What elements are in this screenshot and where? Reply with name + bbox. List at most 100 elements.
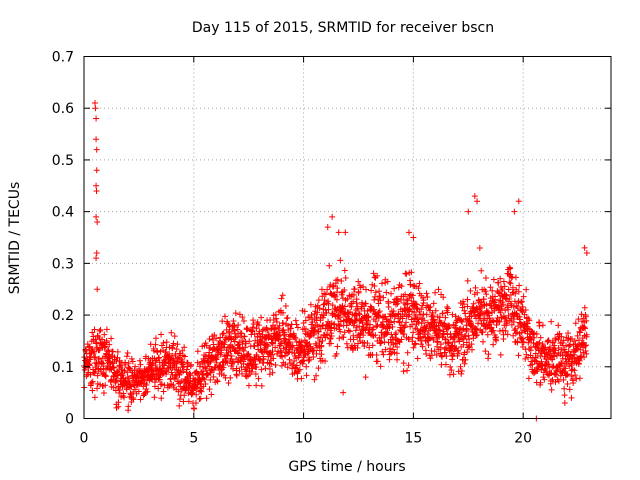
data-point bbox=[500, 278, 507, 285]
data-point bbox=[471, 193, 478, 200]
data-point bbox=[324, 332, 331, 339]
data-point bbox=[249, 365, 256, 372]
data-point bbox=[329, 213, 336, 220]
data-point bbox=[372, 332, 379, 339]
data-point bbox=[373, 323, 380, 330]
data-point bbox=[562, 365, 569, 372]
data-point bbox=[531, 334, 538, 341]
data-point bbox=[313, 350, 320, 357]
data-point bbox=[379, 280, 386, 287]
data-point bbox=[520, 293, 527, 300]
data-point bbox=[536, 339, 543, 346]
data-point bbox=[465, 332, 472, 339]
y-tick-label: 0 bbox=[65, 412, 74, 428]
data-point bbox=[163, 368, 170, 375]
data-point bbox=[324, 224, 331, 231]
data-point bbox=[408, 269, 415, 276]
data-point bbox=[472, 284, 479, 291]
data-point bbox=[181, 344, 188, 351]
data-point bbox=[201, 376, 208, 383]
data-point bbox=[152, 335, 159, 342]
data-point bbox=[333, 296, 340, 303]
data-point bbox=[174, 341, 181, 348]
data-point bbox=[121, 367, 128, 374]
data-point bbox=[230, 318, 237, 325]
data-point bbox=[541, 376, 548, 383]
data-point bbox=[92, 105, 99, 112]
data-point bbox=[305, 348, 312, 355]
data-point bbox=[173, 346, 180, 353]
data-point bbox=[301, 308, 308, 315]
data-point bbox=[379, 348, 386, 355]
data-point bbox=[572, 372, 579, 379]
data-point bbox=[194, 359, 201, 366]
data-point bbox=[116, 387, 123, 394]
data-point bbox=[152, 341, 159, 348]
data-point bbox=[366, 344, 373, 351]
data-point bbox=[269, 348, 276, 355]
data-point bbox=[103, 337, 110, 344]
data-point bbox=[505, 306, 512, 313]
data-point bbox=[389, 323, 396, 330]
data-point bbox=[258, 314, 265, 321]
data-point bbox=[190, 405, 197, 412]
y-tick-label: 0.1 bbox=[52, 360, 74, 376]
data-point bbox=[566, 386, 573, 393]
data-point bbox=[200, 368, 207, 375]
data-point bbox=[567, 352, 574, 359]
data-point bbox=[409, 334, 416, 341]
y-tick-label: 0.6 bbox=[52, 101, 74, 117]
data-point bbox=[337, 257, 344, 264]
data-point bbox=[464, 277, 471, 284]
data-point bbox=[435, 286, 442, 293]
data-point bbox=[286, 339, 293, 346]
data-point bbox=[409, 292, 416, 299]
data-point bbox=[258, 382, 265, 389]
data-point bbox=[107, 377, 114, 384]
data-point bbox=[398, 283, 405, 290]
data-point bbox=[497, 351, 504, 358]
data-point bbox=[310, 347, 317, 354]
data-point bbox=[412, 300, 419, 307]
data-point bbox=[135, 388, 142, 395]
data-point bbox=[467, 287, 474, 294]
data-point bbox=[276, 322, 283, 329]
data-point bbox=[293, 321, 300, 328]
data-point bbox=[485, 351, 492, 358]
data-point bbox=[158, 331, 165, 338]
data-point bbox=[316, 339, 323, 346]
data-point bbox=[531, 369, 538, 376]
data-point bbox=[552, 347, 559, 354]
y-tick-label: 0.5 bbox=[52, 153, 74, 169]
y-tick-label: 0.4 bbox=[52, 205, 74, 221]
data-point bbox=[265, 332, 272, 339]
data-point bbox=[545, 337, 552, 344]
data-point bbox=[545, 361, 552, 368]
data-point bbox=[515, 288, 522, 295]
data-point bbox=[327, 340, 334, 347]
data-point bbox=[522, 355, 529, 362]
data-point bbox=[220, 364, 227, 371]
data-point bbox=[242, 344, 249, 351]
data-point bbox=[128, 355, 135, 362]
data-point bbox=[302, 317, 309, 324]
data-point bbox=[333, 325, 340, 332]
data-point bbox=[86, 344, 93, 351]
data-point bbox=[113, 377, 120, 384]
data-point bbox=[348, 303, 355, 310]
data-point bbox=[424, 293, 431, 300]
data-point bbox=[511, 208, 518, 215]
data-point bbox=[380, 294, 387, 301]
data-point bbox=[526, 317, 533, 324]
data-point bbox=[371, 296, 378, 303]
data-point bbox=[468, 346, 475, 353]
data-point bbox=[537, 353, 544, 360]
data-point bbox=[371, 283, 378, 290]
data-point bbox=[487, 284, 494, 291]
data-point bbox=[442, 314, 449, 321]
data-point bbox=[298, 375, 305, 382]
data-point bbox=[89, 387, 96, 394]
data-point bbox=[253, 364, 260, 371]
data-point bbox=[269, 340, 276, 347]
y-tick-label: 0.3 bbox=[52, 256, 74, 272]
